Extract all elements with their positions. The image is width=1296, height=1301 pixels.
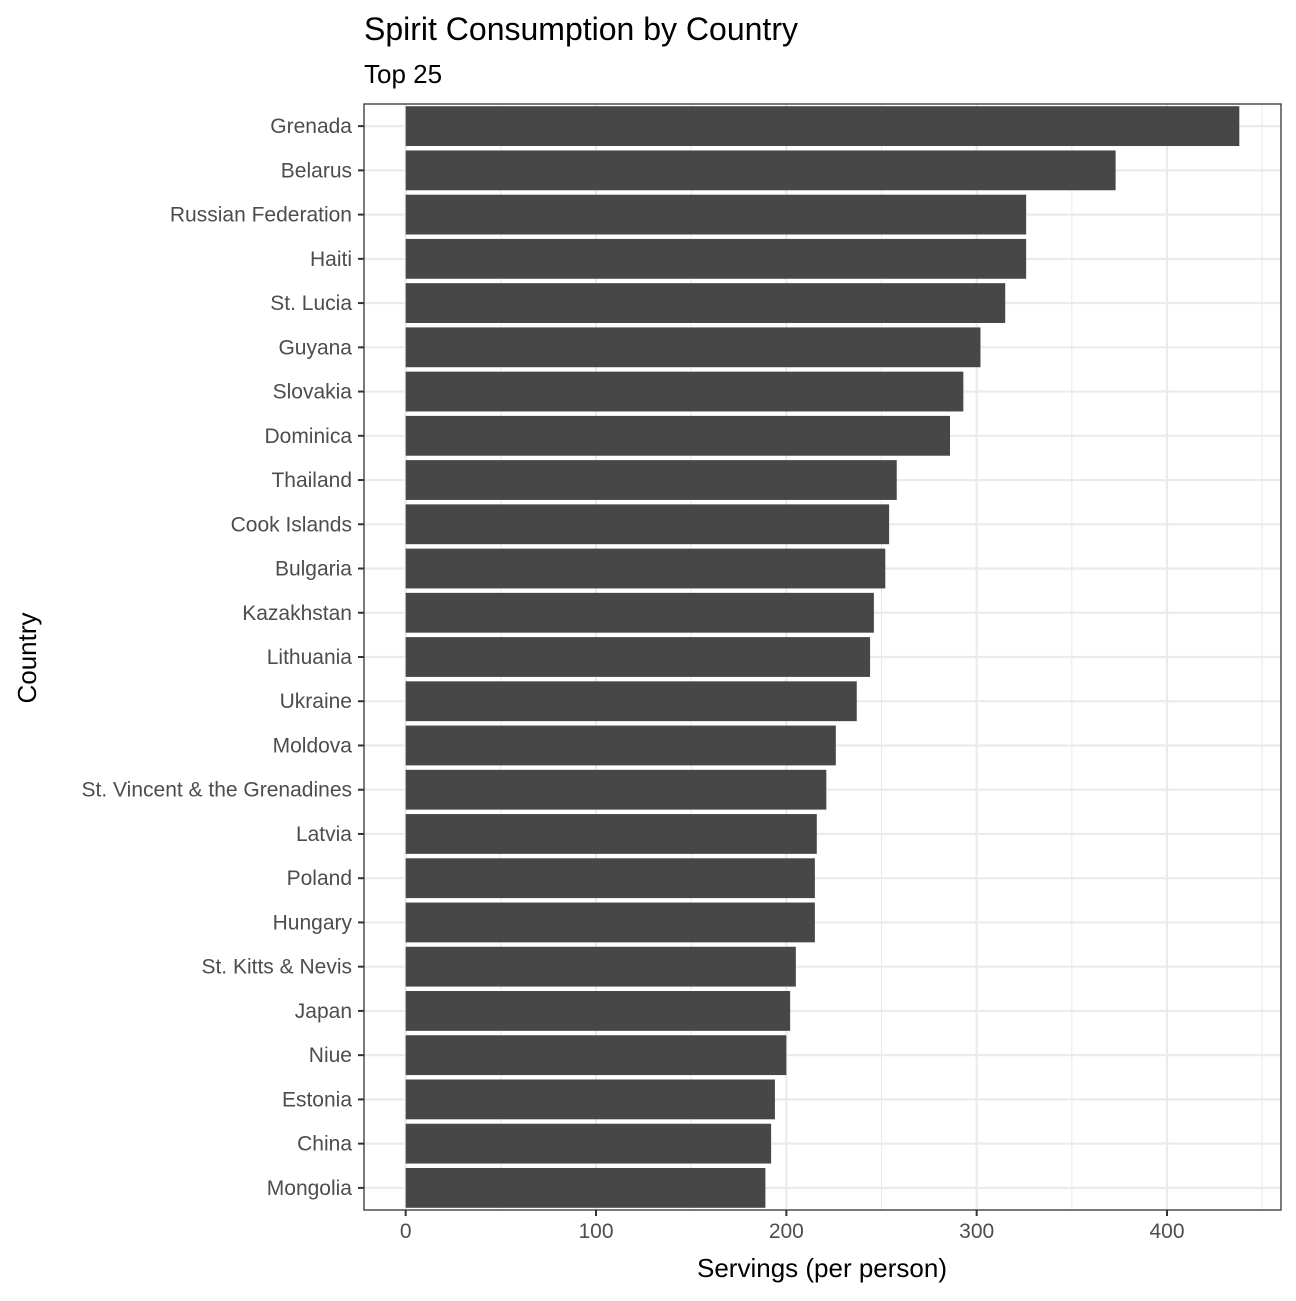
y-tick-label: Dominica: [264, 425, 352, 448]
y-tick-label: Cook Islands: [231, 513, 352, 536]
y-tick-label: Guyana: [278, 336, 352, 359]
y-tick-label: Latvia: [296, 823, 352, 846]
y-tick-label: Bulgaria: [275, 558, 352, 581]
y-tick-label: Thailand: [271, 469, 352, 492]
bar: [405, 769, 827, 810]
bar: [405, 991, 791, 1031]
y-tick-label: Russian Federation: [170, 204, 352, 227]
x-tick-label: 300: [959, 1220, 994, 1243]
bar: [405, 681, 857, 722]
y-tick-label: Grenada: [270, 115, 352, 138]
x-tick-label: 200: [769, 1220, 804, 1243]
bar: [405, 238, 1027, 279]
bar: [405, 327, 981, 368]
y-tick-label: Slovakia: [273, 381, 353, 404]
bar: [405, 194, 1027, 235]
bar: [405, 1079, 775, 1120]
y-tick-label: Japan: [295, 1000, 352, 1023]
y-tick-label: Belarus: [281, 159, 352, 182]
chart-title: Spirit Consumption by Country: [364, 11, 798, 47]
bar: [405, 548, 886, 589]
plot-area: Grenada Belarus Russian Federation Haiti St.…: [82, 103, 1282, 1243]
bar: [405, 1167, 766, 1208]
y-tick-label: Estonia: [282, 1088, 352, 1111]
x-tick-label: 0: [400, 1220, 412, 1243]
bar: [405, 946, 796, 987]
chart-subtitle: Top 25: [364, 59, 442, 89]
y-tick-label: Poland: [287, 867, 352, 890]
bar: [405, 460, 897, 500]
bar: [405, 858, 815, 899]
bar: [405, 814, 817, 854]
bar: [405, 637, 871, 677]
y-tick-label: Hungary: [273, 911, 353, 934]
bar: [405, 504, 890, 545]
bar: [405, 592, 874, 633]
bar: [405, 902, 815, 943]
x-tick-label: 400: [1149, 1220, 1184, 1243]
y-tick-label: Haiti: [310, 248, 352, 271]
x-axis-label: Servings (per person): [697, 1253, 947, 1283]
y-tick-label: Moldova: [273, 734, 353, 757]
bar: [405, 371, 964, 412]
y-tick-label: Niue: [309, 1044, 352, 1067]
bar: [405, 106, 1240, 147]
y-tick-label: St. Kitts & Nevis: [201, 956, 352, 979]
bar: [405, 283, 1006, 323]
y-tick-label: Lithuania: [267, 646, 353, 669]
y-tick-label: Ukraine: [280, 690, 352, 713]
x-tick-label: 100: [578, 1220, 613, 1243]
bar: [405, 725, 836, 766]
y-tick-label: Mongolia: [267, 1177, 353, 1200]
bar: [405, 150, 1116, 191]
y-tick-label: St. Lucia: [270, 292, 352, 315]
bar: [405, 1123, 772, 1164]
y-tick-label: Kazakhstan: [242, 602, 352, 625]
y-tick-label: St. Vincent & the Grenadines: [82, 779, 352, 802]
bar: [405, 1035, 787, 1076]
y-axis-label: Country: [12, 612, 42, 703]
y-tick-label: China: [297, 1133, 352, 1156]
bar: [405, 415, 951, 456]
